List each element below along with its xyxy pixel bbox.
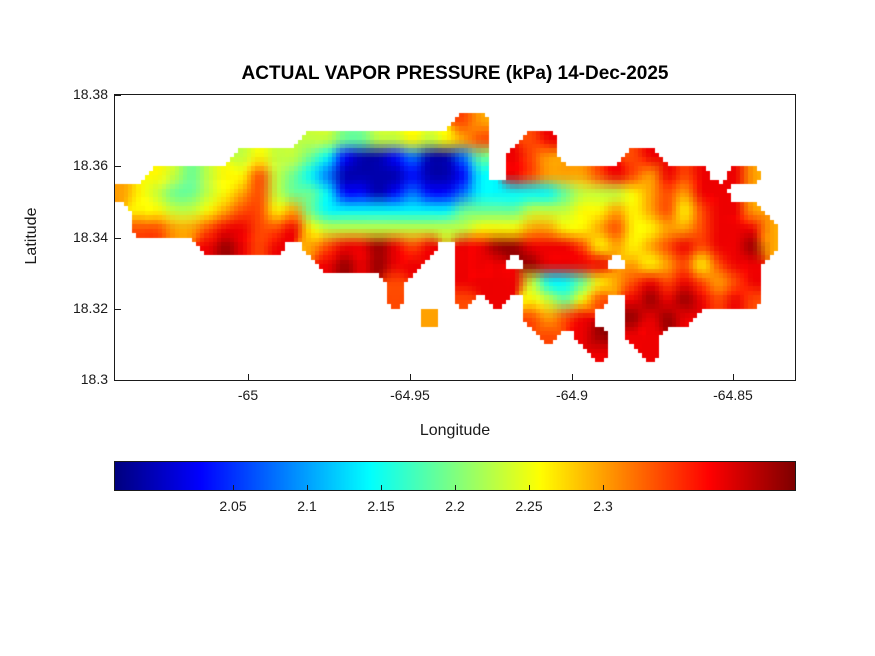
y-tick-label: 18.36	[72, 157, 108, 173]
colorbar-tick-label: 2.15	[367, 498, 395, 514]
y-tick-mark	[115, 95, 121, 96]
colorbar-tick-label: 2.2	[445, 498, 465, 514]
y-tick-mark	[115, 309, 121, 310]
colorbar-tick-mark	[455, 485, 456, 490]
y-tick-mark	[115, 380, 121, 381]
x-tick-label: -64.85	[713, 387, 753, 403]
x-tick-mark	[248, 374, 249, 380]
x-axis-label: Longitude	[419, 422, 491, 439]
x-tick-mark	[572, 374, 573, 380]
y-tick-label: 18.38	[72, 86, 108, 102]
y-tick-label: 18.3	[80, 371, 108, 387]
y-tick-label: 18.34	[72, 229, 108, 245]
y-tick-label: 18.32	[72, 300, 108, 316]
x-tick-label: -65	[237, 387, 259, 403]
colorbar-tick-label: 2.25	[515, 498, 543, 514]
colorbar-tick-mark	[529, 485, 530, 490]
vapor-pressure-heatmap	[115, 95, 795, 380]
colorbar-tick-mark	[603, 485, 604, 490]
colorbar-tick-mark	[233, 485, 234, 490]
y-axis-label: Latitude	[23, 207, 40, 265]
x-tick-mark	[410, 374, 411, 380]
x-tick-mark	[733, 374, 734, 380]
colorbar-tick-mark	[381, 485, 382, 490]
y-tick-mark	[115, 166, 121, 167]
colorbar-tick-mark	[307, 485, 308, 490]
colorbar-tick-label: 2.05	[219, 498, 247, 514]
x-tick-label: -64.95	[390, 387, 430, 403]
x-tick-label: -64.9	[556, 387, 588, 403]
colorbar-tick-label: 2.1	[297, 498, 317, 514]
y-tick-mark	[115, 238, 121, 239]
chart-title: ACTUAL VAPOR PRESSURE (kPa) 14-Dec-2025	[241, 63, 669, 84]
colorbar-tick-label: 2.3	[593, 498, 613, 514]
